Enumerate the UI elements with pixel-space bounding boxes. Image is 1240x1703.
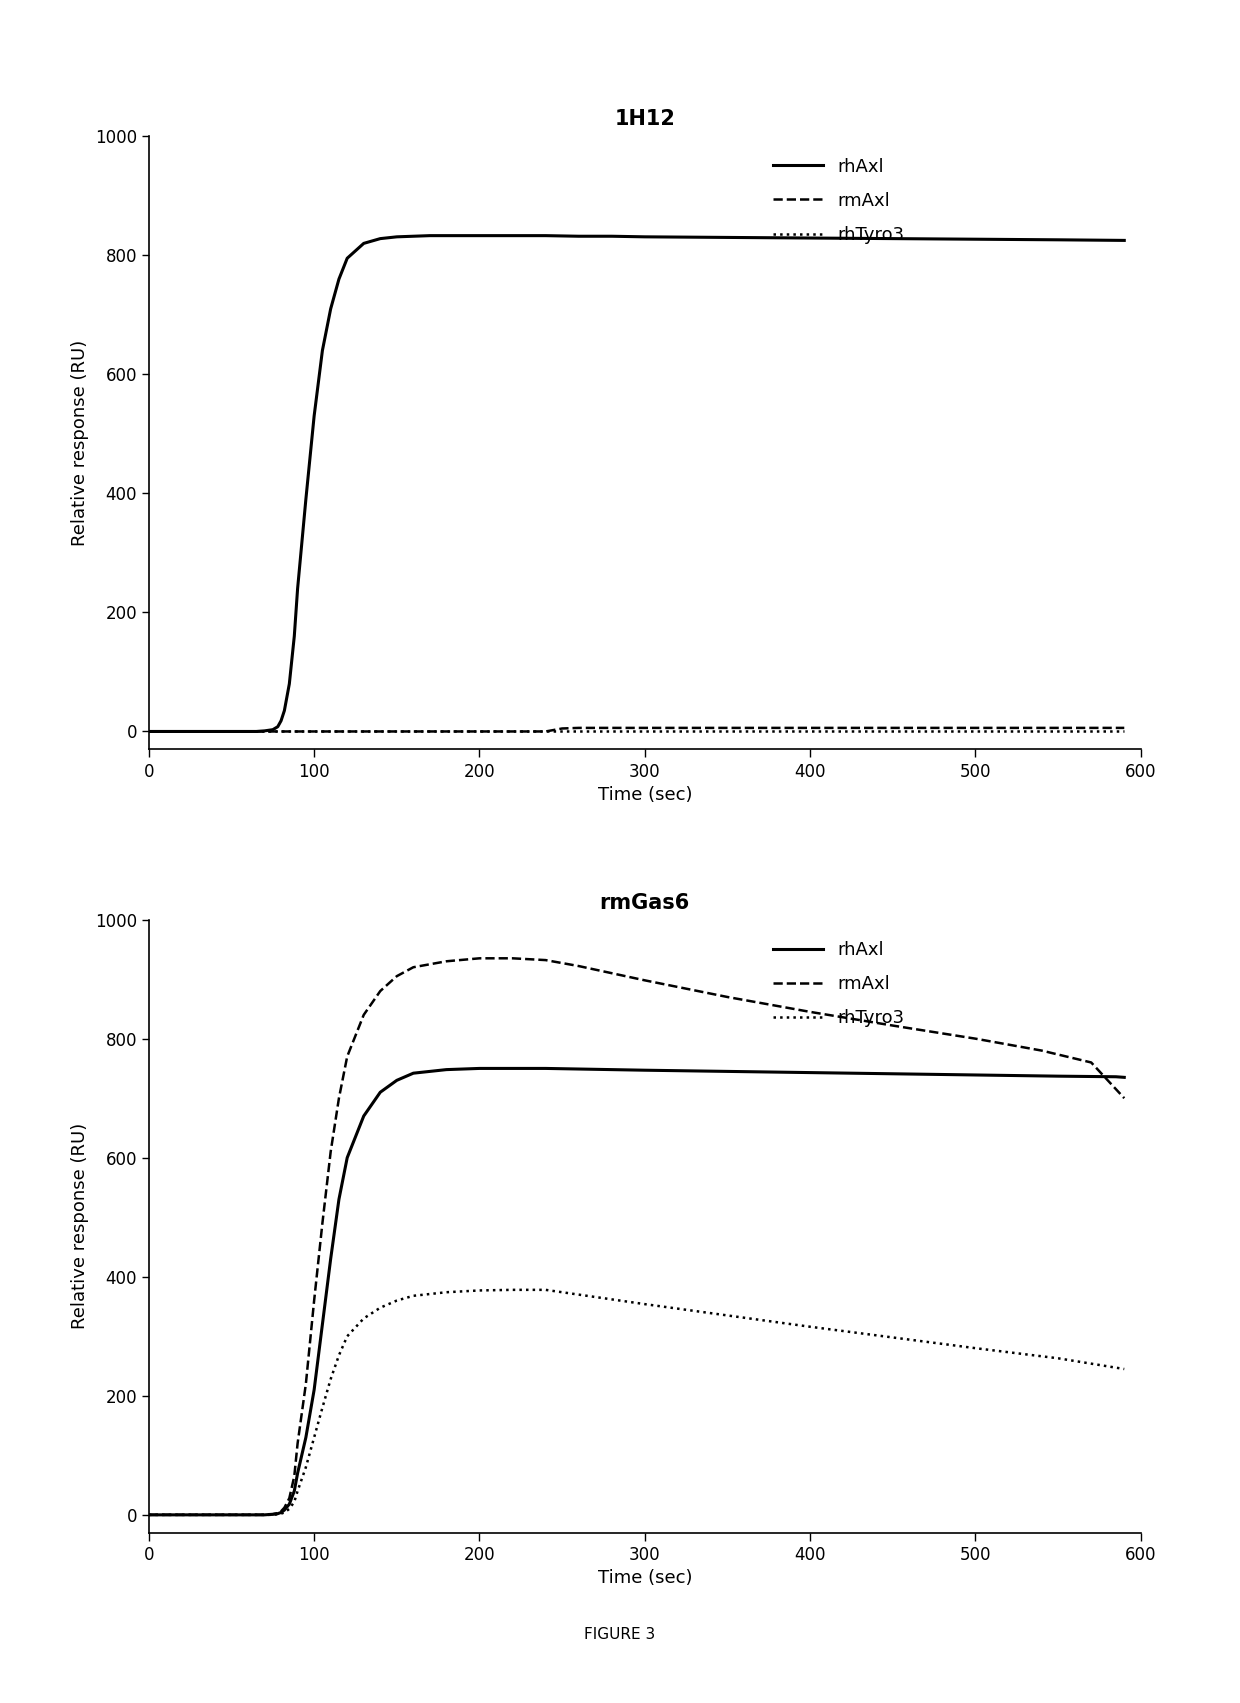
Legend: rhAxl, rmAxl, rhTyro3: rhAxl, rmAxl, rhTyro3: [773, 942, 905, 1027]
Text: FIGURE 3: FIGURE 3: [584, 1628, 656, 1642]
Title: 1H12: 1H12: [614, 109, 676, 129]
X-axis label: Time (sec): Time (sec): [598, 787, 692, 804]
Y-axis label: Relative response (RU): Relative response (RU): [72, 339, 89, 547]
Title: rmGas6: rmGas6: [600, 892, 689, 913]
Legend: rhAxl, rmAxl, rhTyro3: rhAxl, rmAxl, rhTyro3: [773, 158, 905, 244]
X-axis label: Time (sec): Time (sec): [598, 1570, 692, 1587]
Y-axis label: Relative response (RU): Relative response (RU): [72, 1122, 89, 1330]
